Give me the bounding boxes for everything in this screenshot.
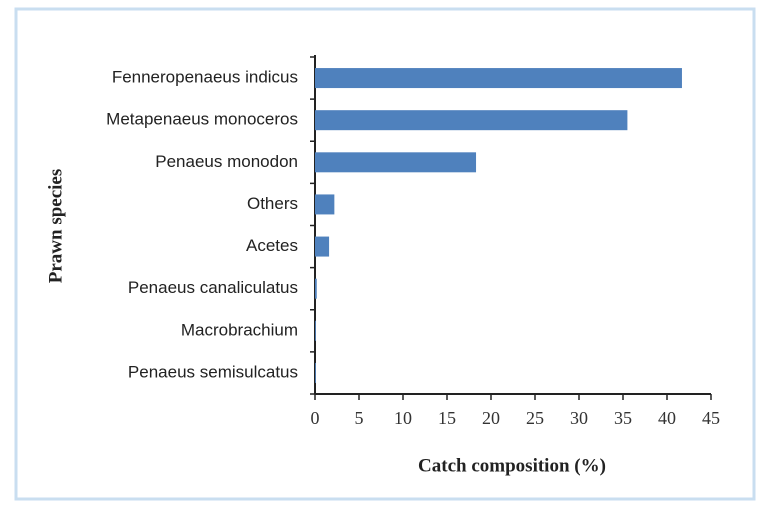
x-tick-label: 15	[438, 408, 456, 428]
x-tick-label: 40	[658, 408, 676, 428]
x-tick-label: 35	[614, 408, 632, 428]
bar	[315, 278, 317, 299]
bar	[315, 68, 682, 89]
y-tick-label: Metapenaeus monoceros	[106, 110, 298, 129]
x-tick-label: 0	[311, 408, 320, 428]
x-tick-label: 25	[526, 408, 544, 428]
y-tick-label: Acetes	[246, 236, 298, 255]
bar	[315, 110, 628, 131]
bar	[315, 320, 316, 341]
x-tick-label: 30	[570, 408, 588, 428]
x-tick-label: 10	[394, 408, 412, 428]
y-tick-label: Penaeus monodon	[155, 152, 298, 171]
bar	[315, 194, 335, 215]
bar	[315, 236, 330, 257]
x-tick-label: 20	[482, 408, 500, 428]
x-axis-label: Catch composition (%)	[418, 455, 606, 476]
y-tick-label: Penaeus canaliculatus	[128, 278, 298, 297]
bar	[315, 152, 477, 173]
x-tick-label: 5	[355, 408, 364, 428]
bar	[315, 362, 316, 383]
y-axis-label: Prawn species	[45, 169, 66, 284]
x-tick-label: 45	[702, 408, 720, 428]
y-tick-label: Penaeus semisulcatus	[128, 362, 298, 381]
y-tick-label: Others	[247, 194, 298, 213]
frame	[14, 7, 756, 501]
y-tick-label: Fenneropenaeus indicus	[112, 68, 298, 87]
y-tick-label: Macrobrachium	[181, 320, 298, 339]
